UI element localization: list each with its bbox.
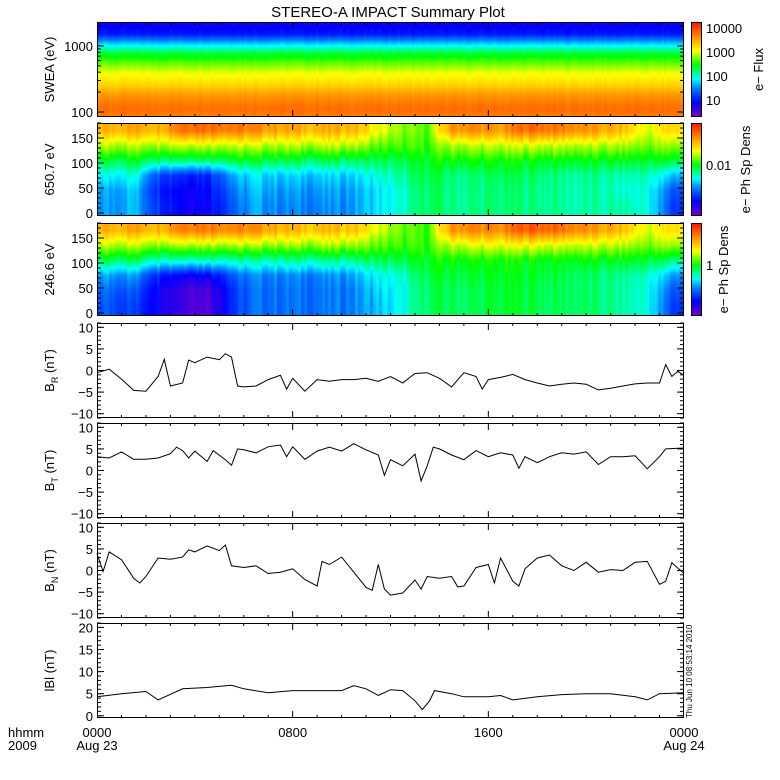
y-tick-label: −10 — [71, 407, 93, 422]
y-tick-label: 1000 — [64, 39, 93, 54]
swea-spectrogram — [97, 22, 684, 117]
pad650-colorbar — [692, 123, 701, 216]
pad650-ylabel: 650.7 eV — [42, 143, 57, 195]
br-frame — [97, 323, 684, 418]
x-date-label: Aug 23 — [76, 738, 117, 753]
y-tick-label: −5 — [78, 385, 93, 400]
x-tick-label: 0800 — [278, 725, 307, 740]
colorbar-tick-label: 10 — [706, 93, 720, 108]
y-tick-label: 5 — [86, 342, 93, 357]
bmag-ylabel: lBl (nT) — [42, 650, 57, 692]
bt-frame — [97, 423, 684, 518]
ylabel-unit: (nT) — [42, 450, 57, 477]
ylabel-subscript: T — [50, 477, 60, 483]
br-line — [96, 353, 685, 392]
colorbar-tick-label: 10000 — [706, 21, 742, 36]
pad650-frame — [97, 123, 684, 216]
bt-line — [96, 443, 685, 483]
y-tick-label: 0 — [86, 709, 93, 724]
x-tick-label: 0000 — [83, 725, 112, 740]
pad650-colorbar-frame — [691, 123, 702, 216]
ylabel-subscript: N — [50, 577, 60, 584]
ylabel-unit: (nT) — [42, 349, 57, 376]
y-tick-label: −5 — [78, 485, 93, 500]
y-tick-label: 100 — [71, 156, 93, 171]
colorbar-tick-label: 1000 — [706, 45, 735, 60]
plot-title: STEREO-A IMPACT Summary Plot — [271, 4, 505, 21]
colorbar-tick-label: 1 — [706, 258, 713, 273]
bt-ylabel: BT (nT) — [42, 450, 60, 492]
y-tick-label: 0 — [86, 364, 93, 379]
y-tick-label: 0 — [86, 464, 93, 479]
bmag-frame — [97, 623, 684, 718]
time-unit-label: hhmm — [8, 725, 44, 740]
bn-ylabel: BN (nT) — [42, 549, 60, 592]
colorbar-title: e− Ph Sp Dens — [716, 225, 731, 313]
generation-timestamp: Thu Jun 10 08:53:14 2010 — [685, 624, 694, 718]
y-tick-label: 150 — [71, 131, 93, 146]
swea-colorbar — [692, 22, 701, 117]
y-tick-label: 15 — [79, 643, 93, 658]
y-tick-label: 100 — [71, 105, 93, 120]
y-tick-label: 5 — [86, 542, 93, 557]
pad650-spectrogram — [97, 123, 684, 216]
ylabel-unit: (nT) — [42, 650, 57, 677]
y-tick-label: −5 — [78, 585, 93, 600]
pad246-frame — [97, 223, 684, 316]
y-tick-label: 50 — [79, 281, 93, 296]
ylabel-base: B — [42, 383, 57, 392]
y-tick-label: 5 — [86, 442, 93, 457]
y-tick-label: 0 — [86, 564, 93, 579]
x-tick-label: 0000 — [670, 725, 699, 740]
y-tick-label: 100 — [71, 256, 93, 271]
x-date-label: Aug 24 — [663, 738, 704, 753]
pad246-colorbar — [692, 223, 701, 316]
swea-colorbar-frame — [691, 22, 702, 117]
swea-ylabel: SWEA (eV) — [42, 37, 57, 103]
y-tick-label: 0 — [86, 306, 93, 321]
br-ylabel: BR (nT) — [42, 349, 60, 392]
y-tick-label: 5 — [86, 687, 93, 702]
bn-line — [96, 544, 685, 596]
colorbar-tick-label: 100 — [706, 69, 728, 84]
y-tick-label: 10 — [79, 420, 93, 435]
bmag-line — [96, 684, 685, 711]
y-tick-label: −10 — [71, 507, 93, 522]
y-tick-label: 50 — [79, 181, 93, 196]
y-tick-label: 0 — [86, 206, 93, 221]
y-tick-label: 20 — [79, 620, 93, 635]
y-tick-label: −10 — [71, 607, 93, 622]
colorbar-tick-label: 0.01 — [706, 158, 731, 173]
pad246-spectrogram — [97, 223, 684, 316]
pad246-ylabel: 246.6 eV — [42, 243, 57, 295]
ylabel-subscript: R — [50, 376, 60, 383]
colorbar-title: e− Ph Sp Dens — [738, 125, 753, 213]
x-tick-label: 1600 — [474, 725, 503, 740]
ylabel-base: B — [42, 483, 57, 492]
swea-frame — [97, 22, 684, 117]
year-label: 2009 — [8, 738, 37, 753]
y-tick-label: 10 — [79, 665, 93, 680]
ylabel-unit: (nT) — [42, 549, 57, 576]
ylabel-base: B — [42, 583, 57, 592]
y-tick-label: 10 — [79, 520, 93, 535]
pad246-colorbar-frame — [691, 223, 702, 316]
ylabel-base: lBl — [42, 677, 57, 692]
y-tick-label: 150 — [71, 231, 93, 246]
colorbar-title: e− Flux — [751, 48, 766, 91]
y-tick-label: 10 — [79, 320, 93, 335]
